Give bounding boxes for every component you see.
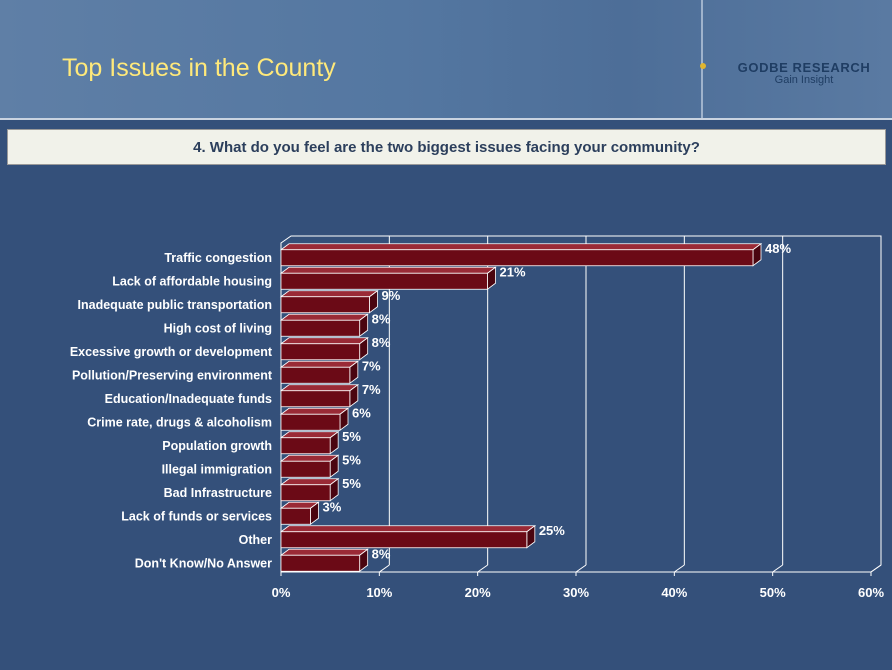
gridline-depth	[575, 564, 587, 573]
bar	[280, 484, 331, 502]
bar-top-face	[279, 548, 369, 556]
bar	[280, 343, 361, 361]
header-vertical-line	[701, 0, 703, 118]
bar-value-label: 3%	[323, 499, 342, 514]
bar	[280, 531, 528, 549]
bar-value-label: 5%	[342, 476, 361, 491]
bar-value-label: 25%	[539, 523, 565, 538]
bar-top-face	[279, 407, 350, 415]
category-label: Don't Know/No Answer	[135, 556, 272, 570]
category-label: Inadequate public transportation	[78, 298, 272, 312]
bar-value-label: 5%	[342, 452, 361, 467]
x-tick-label: 10%	[366, 585, 392, 600]
bar	[280, 366, 351, 384]
category-label: Traffic congestion	[164, 251, 272, 265]
bar	[280, 249, 754, 267]
bar	[280, 507, 311, 525]
bar	[280, 296, 370, 314]
header-bar	[0, 0, 892, 118]
category-label: Crime rate, drugs & alcoholism	[87, 415, 272, 429]
category-label: Illegal immigration	[162, 462, 272, 476]
logo-name: GODBE RESEARCH	[737, 60, 871, 75]
category-label: Other	[239, 533, 272, 547]
bullet-dot-icon	[700, 63, 706, 69]
gridline-depth	[772, 564, 783, 573]
bar-value-label: 9%	[382, 288, 401, 303]
category-label: Bad Infrastructure	[164, 486, 272, 500]
bar	[280, 460, 331, 478]
bar	[280, 272, 488, 290]
x-tick-label: 60%	[858, 585, 884, 600]
bar-top-face	[279, 313, 369, 321]
x-tick-label: 20%	[465, 585, 491, 600]
logo-tagline: Gain Insight	[774, 74, 834, 86]
bar-top-face	[279, 337, 369, 345]
bar-value-label: 7%	[362, 382, 381, 397]
logo: GODBE RESEARCH Gain Insight	[722, 60, 886, 86]
slide-title: Top Issues in the County	[62, 54, 336, 82]
category-label: High cost of living	[164, 321, 272, 335]
bar-value-label: 8%	[372, 335, 391, 350]
category-label: Pollution/Preserving environment	[72, 368, 273, 382]
bar	[280, 390, 351, 408]
bar-value-label: 8%	[372, 311, 391, 326]
gridline-depth	[379, 564, 390, 573]
bar-value-label: 21%	[500, 264, 526, 279]
x-tick-label: 0%	[272, 585, 291, 600]
category-label: Population growth	[162, 439, 272, 453]
category-label: Lack of affordable housing	[112, 274, 272, 288]
bar-value-label: 48%	[765, 241, 791, 256]
category-label: Excessive growth or development	[70, 345, 273, 359]
question-box: 4. What do you feel are the two biggest …	[7, 129, 886, 165]
bar-value-label: 6%	[352, 405, 371, 420]
gridline-depth	[674, 564, 685, 573]
bar-top-face	[279, 454, 340, 462]
bar	[280, 437, 331, 455]
bar-value-label: 5%	[342, 429, 361, 444]
x-tick-label: 30%	[563, 585, 589, 600]
x-tick-label: 50%	[760, 585, 786, 600]
category-label: Education/Inadequate funds	[105, 392, 272, 406]
bar-value-label: 8%	[372, 546, 391, 561]
bar-top-face	[279, 478, 340, 486]
bar-top-face	[279, 525, 537, 533]
bar-top-face	[279, 266, 497, 274]
x-tick-label: 40%	[661, 585, 687, 600]
gridline-depth	[870, 564, 882, 573]
bar-top-face	[279, 243, 763, 251]
bar-top-face	[279, 290, 379, 298]
bar-top-face	[279, 384, 360, 392]
bar-top-face	[279, 360, 360, 368]
category-label: Lack of funds or services	[121, 509, 272, 523]
header-divider	[0, 118, 892, 120]
bar-value-label: 7%	[362, 358, 381, 373]
bar	[280, 554, 361, 572]
bar	[280, 413, 341, 431]
gridline-depth	[477, 564, 488, 573]
bar	[280, 319, 361, 337]
bar-top-face	[279, 431, 340, 439]
